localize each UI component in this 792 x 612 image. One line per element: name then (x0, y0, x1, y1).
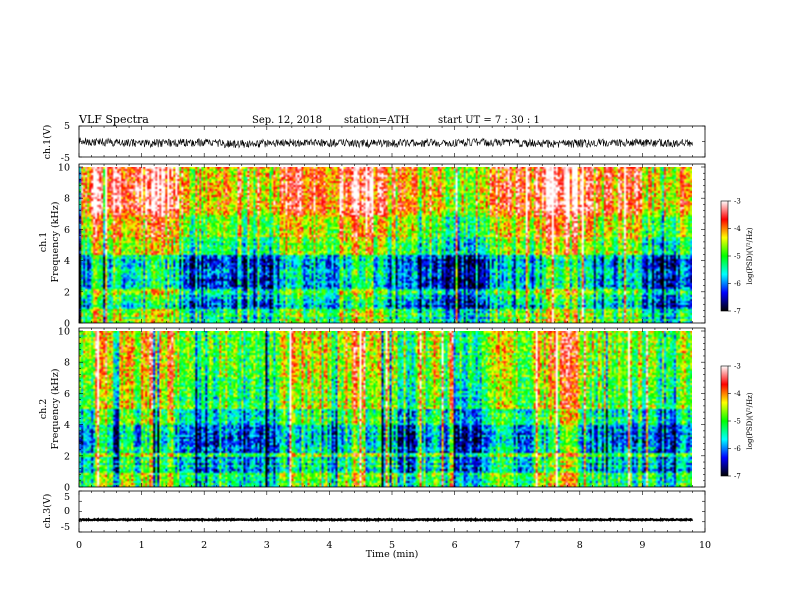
ch1-frequency-tick-label: 6 (64, 225, 70, 236)
ch2-spectrogram-yticks: 0 2 4 6 8 10 (58, 327, 705, 494)
ch2-colorbar-tick-label: -4 (734, 390, 741, 398)
ch1-colorbar-tick-label: -6 (734, 280, 741, 288)
ch1-colorbar-tick-label: -3 (734, 198, 741, 206)
ch2-colorbar-tick-label: -7 (734, 473, 741, 481)
ch1-spectrogram-channel-label: ch.1 (38, 232, 49, 253)
ch1-colorbar-label: log(PSD)(V²/Hz) (746, 227, 754, 284)
ch3-ytick-top: 5 (64, 492, 70, 503)
time-axis: 0 1 2 3 4 5 6 7 8 9 10 (76, 126, 711, 551)
ch3-waveform-trace (78, 490, 705, 533)
ch2-spectrogram-channel-label: ch.2 (38, 399, 49, 420)
ch1-spectrogram-ylabel: Frequency (kHz) (50, 202, 61, 283)
ch3-waveform-ylabel: ch.3(V) (42, 494, 53, 529)
ch2-spectrogram-image (79, 331, 692, 487)
time-tick-label: 7 (514, 540, 520, 551)
ch3-waveform-frame (78, 490, 706, 533)
ch1-frequency-tick-label: 4 (64, 256, 70, 267)
time-tick-label: 10 (699, 540, 711, 551)
ch3-waveform-panel: 5 0 -5 ch.3(V) (42, 490, 706, 533)
ch1-spectrogram-image (79, 167, 692, 323)
ch1-colorbar-tick-label: -5 (734, 253, 741, 261)
ch1-waveform-trace (78, 125, 705, 158)
time-tick-label: 2 (201, 540, 207, 551)
ch3-trace-line (78, 516, 694, 523)
ch1-colorbar (720, 200, 729, 312)
start-time-label: start UT = 7 : 30 : 1 (438, 115, 540, 126)
ch2-colorbar-tick-label: -6 (734, 445, 741, 453)
time-tick-label: 1 (139, 540, 145, 551)
ch1-trace-line (78, 137, 693, 149)
time-tick-label: 4 (326, 540, 332, 551)
ch3-ytick-bottom: -5 (61, 522, 70, 533)
time-tick-label: 9 (639, 540, 645, 551)
ch2-colorbar-tick-label: -3 (734, 363, 741, 371)
time-tick-label: 0 (76, 540, 82, 551)
ch1-waveform-ylabel: ch.1(V) (42, 125, 53, 160)
ch2-colorbar (720, 365, 729, 477)
ch1-ytick-bottom: -5 (61, 153, 70, 164)
date-label: Sep. 12, 2018 (252, 115, 322, 126)
figure-title: VLF Spectra (78, 113, 149, 126)
time-tick-label: 5 (389, 540, 395, 551)
ch2-frequency-tick-label: 8 (64, 358, 70, 369)
ch2-colorbar-label: log(PSD)(V²/Hz) (746, 392, 754, 449)
ch1-frequency-tick-label: 8 (64, 194, 70, 205)
ch2-frequency-tick-label: 10 (58, 327, 70, 338)
ch1-frequency-tick-label: 2 (64, 287, 70, 298)
ch2-frequency-tick-label: 0 (64, 483, 70, 494)
ch1-frequency-tick-label: 10 (58, 163, 70, 174)
ch1-ytick-top: 5 (64, 121, 70, 132)
ch2-frequency-tick-label: 4 (64, 420, 70, 431)
time-tick-label: 3 (264, 540, 270, 551)
ch2-colorbar-ticks: -3 -4 -5 -6 -7 (728, 363, 741, 481)
ch1-spectrogram-yticks: 0 2 4 6 8 10 (58, 163, 705, 330)
station-label: station=ATH (344, 115, 410, 126)
time-tick-label: 8 (577, 540, 583, 551)
ch2-colorbar-tick-label: -5 (734, 418, 741, 426)
ch1-frequency-tick-label: 0 (64, 319, 70, 330)
ch2-frequency-tick-label: 6 (64, 389, 70, 400)
ch1-colorbar-tick-label: -4 (734, 225, 741, 233)
time-axis-label: Time (min) (366, 549, 419, 560)
ch1-colorbar-ticks: -3 -4 -5 -6 -7 (728, 198, 741, 316)
ch3-ytick-middle: 0 (64, 506, 70, 517)
ch2-spectrogram-ylabel: Frequency (kHz) (50, 369, 61, 450)
time-tick-label: 6 (452, 540, 458, 551)
ch1-colorbar-tick-label: -7 (734, 308, 741, 316)
ch2-frequency-tick-label: 2 (64, 451, 70, 462)
